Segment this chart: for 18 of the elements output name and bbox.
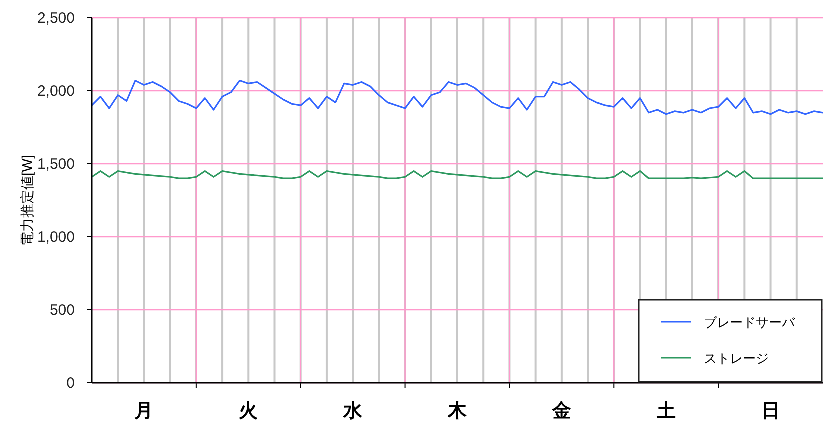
- legend-label: ブレードサーバ: [704, 315, 796, 330]
- x-tick-label: 日: [761, 401, 780, 422]
- y-tick-label: 500: [50, 302, 75, 319]
- y-axis-title: 電力推定値[W]: [19, 155, 35, 246]
- legend-label: ストレージ: [704, 351, 769, 366]
- y-tick-label: 2,500: [37, 10, 75, 27]
- x-tick-label: 木: [447, 400, 468, 422]
- x-tick-label: 月: [134, 401, 154, 422]
- y-tick-label: 2,000: [37, 83, 75, 100]
- x-tick-label: 土: [656, 400, 676, 422]
- line-series: [91, 80, 824, 116]
- y-tick-label: 0: [66, 375, 75, 392]
- line-series: [91, 170, 824, 180]
- x-tick-label: 金: [551, 401, 572, 422]
- y-tick-label: 1,500: [37, 156, 75, 173]
- y-tick-label: 1,000: [37, 229, 75, 246]
- x-tick-label: 水: [342, 400, 364, 422]
- x-tick-label: 火: [239, 400, 260, 422]
